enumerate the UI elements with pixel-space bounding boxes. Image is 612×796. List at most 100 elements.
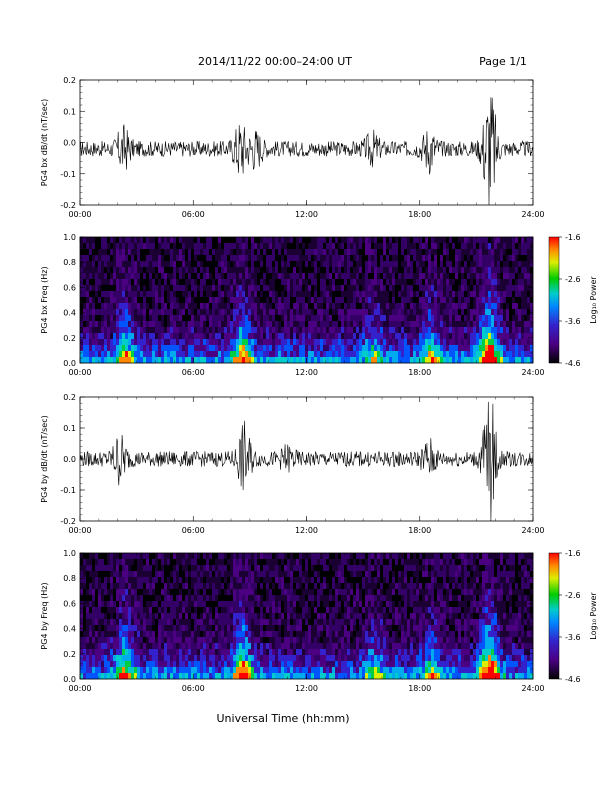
heatmap-cell: [137, 595, 140, 601]
heatmap-cell: [377, 291, 380, 297]
heatmap-cell: [308, 333, 311, 339]
heatmap-cell: [470, 321, 473, 327]
heatmap-cell: [269, 673, 272, 679]
heatmap-cell: [482, 255, 485, 261]
heatmap-cell: [125, 559, 128, 565]
heatmap-cell: [134, 577, 137, 583]
heatmap-cell: [293, 327, 296, 333]
heatmap-cell: [281, 261, 284, 267]
heatmap-cell: [239, 267, 242, 273]
heatmap-cell: [155, 595, 158, 601]
heatmap-cell: [341, 333, 344, 339]
heatmap-cell: [353, 279, 356, 285]
heatmap-cell: [113, 601, 116, 607]
heatmap-cell: [191, 571, 194, 577]
heatmap-cell: [251, 267, 254, 273]
heatmap-cell: [455, 237, 458, 243]
heatmap-cell: [104, 315, 107, 321]
heatmap-cell: [131, 249, 134, 255]
x-tick-label: 24:00: [521, 526, 544, 535]
heatmap-cell: [113, 553, 116, 559]
heatmap-cell: [86, 661, 89, 667]
heatmap-cell: [137, 273, 140, 279]
heatmap-cell: [170, 279, 173, 285]
heatmap-cell: [140, 643, 143, 649]
heatmap-cell: [296, 303, 299, 309]
heatmap-cell: [449, 315, 452, 321]
heatmap-cell: [239, 589, 242, 595]
heatmap-cell: [230, 565, 233, 571]
heatmap-cell: [185, 589, 188, 595]
heatmap-cell: [449, 261, 452, 267]
heatmap-cell: [98, 565, 101, 571]
heatmap-cell: [134, 589, 137, 595]
heatmap-cell: [317, 279, 320, 285]
heatmap-cell: [110, 607, 113, 613]
heatmap-cell: [152, 673, 155, 679]
heatmap-cell: [170, 601, 173, 607]
heatmap-cell: [461, 321, 464, 327]
heatmap-cell: [464, 285, 467, 291]
heatmap-cell: [272, 327, 275, 333]
heatmap-cell: [185, 631, 188, 637]
heatmap-cell: [506, 339, 509, 345]
heatmap-cell: [479, 291, 482, 297]
heatmap-cell: [335, 345, 338, 351]
heatmap-cell: [392, 249, 395, 255]
heatmap-cell: [149, 637, 152, 643]
heatmap-cell: [110, 649, 113, 655]
heatmap-cell: [515, 279, 518, 285]
heatmap-cell: [230, 571, 233, 577]
heatmap-cell: [272, 577, 275, 583]
heatmap-cell: [335, 279, 338, 285]
heatmap-cell: [413, 351, 416, 357]
heatmap-cell: [527, 309, 530, 315]
heatmap-cell: [452, 243, 455, 249]
heatmap-cell: [269, 667, 272, 673]
heatmap-cell: [512, 333, 515, 339]
heatmap-cell: [89, 667, 92, 673]
heatmap-cell: [116, 625, 119, 631]
heatmap-cell: [155, 303, 158, 309]
heatmap-cell: [395, 237, 398, 243]
heatmap-cell: [155, 661, 158, 667]
heatmap-cell: [164, 357, 167, 363]
heatmap-cell: [452, 345, 455, 351]
heatmap-cell: [335, 297, 338, 303]
heatmap-cell: [269, 309, 272, 315]
heatmap-cell: [311, 285, 314, 291]
heatmap-cell: [263, 583, 266, 589]
heatmap-cell: [425, 261, 428, 267]
heatmap-cell: [107, 559, 110, 565]
heatmap-cell: [83, 327, 86, 333]
heatmap-cell: [212, 589, 215, 595]
heatmap-cell: [380, 249, 383, 255]
heatmap-cell: [89, 589, 92, 595]
heatmap-cell: [254, 637, 257, 643]
heatmap-cell: [473, 309, 476, 315]
heatmap-cell: [113, 655, 116, 661]
heatmap-cell: [458, 243, 461, 249]
heatmap-cell: [398, 255, 401, 261]
heatmap-cell: [149, 261, 152, 267]
heatmap-cell: [119, 273, 122, 279]
heatmap-cell: [242, 673, 245, 679]
heatmap-cell: [245, 649, 248, 655]
heatmap-cell: [101, 351, 104, 357]
heatmap-cell: [86, 243, 89, 249]
heatmap-cell: [476, 255, 479, 261]
heatmap-cell: [509, 291, 512, 297]
heatmap-cell: [518, 267, 521, 273]
heatmap-cell: [251, 673, 254, 679]
heatmap-cell: [425, 315, 428, 321]
heatmap-cell: [161, 321, 164, 327]
heatmap-cell: [299, 315, 302, 321]
heatmap-cell: [119, 655, 122, 661]
heatmap-cell: [326, 339, 329, 345]
heatmap-cell: [263, 655, 266, 661]
heatmap-cell: [200, 667, 203, 673]
heatmap-cell: [161, 261, 164, 267]
heatmap-cell: [371, 345, 374, 351]
heatmap-cell: [80, 643, 83, 649]
